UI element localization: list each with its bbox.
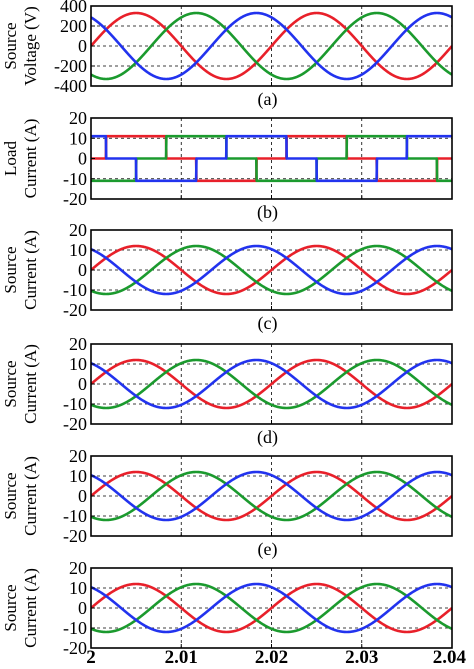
y-axis-label: Source	[1, 584, 20, 631]
y-axis-label: Load	[1, 141, 20, 176]
panel-label: (e)	[258, 539, 278, 560]
panel-label: (c)	[258, 313, 278, 334]
series-line-3	[91, 11, 452, 81]
y-axis-label: Current (A)	[21, 119, 40, 199]
y-tick-label: 0	[78, 149, 87, 169]
y-tick-label: 20	[69, 334, 87, 354]
series-line-1	[91, 470, 452, 522]
y-tick-label: 0	[78, 260, 87, 280]
series-line-2	[91, 11, 452, 81]
panel-label: (b)	[257, 202, 278, 223]
y-tick-label: 0	[78, 374, 87, 394]
y-axis-label: Current (A)	[21, 344, 40, 424]
y-tick-label: 20	[69, 108, 87, 128]
y-tick-label: -20	[63, 526, 87, 546]
series-line-1	[91, 582, 452, 634]
y-tick-label: -20	[63, 638, 87, 658]
y-tick-label: -200	[54, 56, 87, 76]
y-axis-label: Current (A)	[21, 456, 40, 536]
x-tick-label: 2.02	[255, 647, 288, 668]
series-line-3	[91, 358, 452, 410]
y-tick-label: 10	[69, 240, 87, 260]
x-tick-label: 2.01	[165, 647, 198, 668]
y-tick-label: 10	[69, 578, 87, 598]
y-tick-label: -10	[63, 506, 87, 526]
x-tick-label: 2.04	[433, 647, 467, 668]
y-tick-label: 0	[78, 36, 87, 56]
y-axis-label: Voltage (V)	[21, 6, 40, 85]
y-axis-label: Source	[1, 472, 20, 519]
y-tick-label: 20	[69, 220, 87, 240]
series-line-1	[91, 11, 452, 81]
y-tick-label: -10	[63, 169, 87, 189]
y-tick-label: 200	[60, 16, 87, 36]
panel-label: (d)	[257, 427, 278, 448]
y-tick-label: -20	[63, 414, 87, 434]
y-axis-label: Source	[1, 360, 20, 407]
series-line-2	[91, 244, 452, 296]
series-line-1	[91, 134, 452, 183]
y-axis-label: Source	[1, 246, 20, 293]
series-line-3	[91, 470, 452, 522]
y-tick-label: 400	[60, 0, 87, 16]
y-tick-label: 10	[69, 354, 87, 374]
series-line-1	[91, 244, 452, 296]
y-tick-label: -10	[63, 280, 87, 300]
series-line-3	[91, 244, 452, 296]
y-tick-label: -20	[63, 189, 87, 209]
y-tick-label: 10	[69, 128, 87, 148]
y-tick-label: 10	[69, 466, 87, 486]
series-line-3	[91, 134, 452, 183]
series-line-2	[91, 134, 452, 183]
y-tick-label: 0	[78, 598, 87, 618]
x-tick-label: 2	[86, 647, 96, 668]
y-tick-label: 20	[69, 558, 87, 578]
y-tick-label: -20	[63, 300, 87, 320]
y-tick-label: 20	[69, 446, 87, 466]
y-tick-label: -10	[63, 394, 87, 414]
series-line-2	[91, 358, 452, 410]
y-tick-label: -10	[63, 618, 87, 638]
y-axis-label: Source	[1, 22, 20, 69]
series-line-2	[91, 582, 452, 634]
x-tick-label: 2.03	[345, 647, 378, 668]
y-tick-label: -400	[54, 76, 87, 96]
y-axis-label: Current (A)	[21, 568, 40, 648]
y-tick-label: 0	[78, 486, 87, 506]
series-line-1	[91, 358, 452, 410]
y-axis-label: Current (A)	[21, 230, 40, 310]
series-line-3	[91, 582, 452, 634]
series-line-2	[91, 470, 452, 522]
panel-label: (a)	[258, 89, 278, 110]
